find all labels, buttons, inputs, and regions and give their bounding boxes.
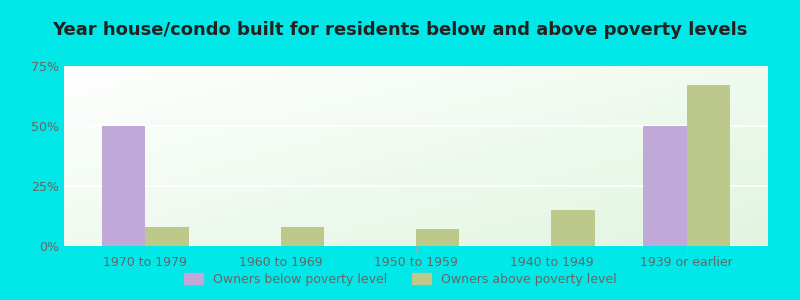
Bar xyxy=(102,126,146,246)
Bar xyxy=(146,227,189,246)
Bar xyxy=(643,126,686,246)
Bar xyxy=(551,210,594,246)
Bar xyxy=(281,227,324,246)
Legend: Owners below poverty level, Owners above poverty level: Owners below poverty level, Owners above… xyxy=(179,268,621,291)
Bar xyxy=(416,229,459,246)
Bar xyxy=(686,85,730,246)
Text: Year house/condo built for residents below and above poverty levels: Year house/condo built for residents bel… xyxy=(52,21,748,39)
